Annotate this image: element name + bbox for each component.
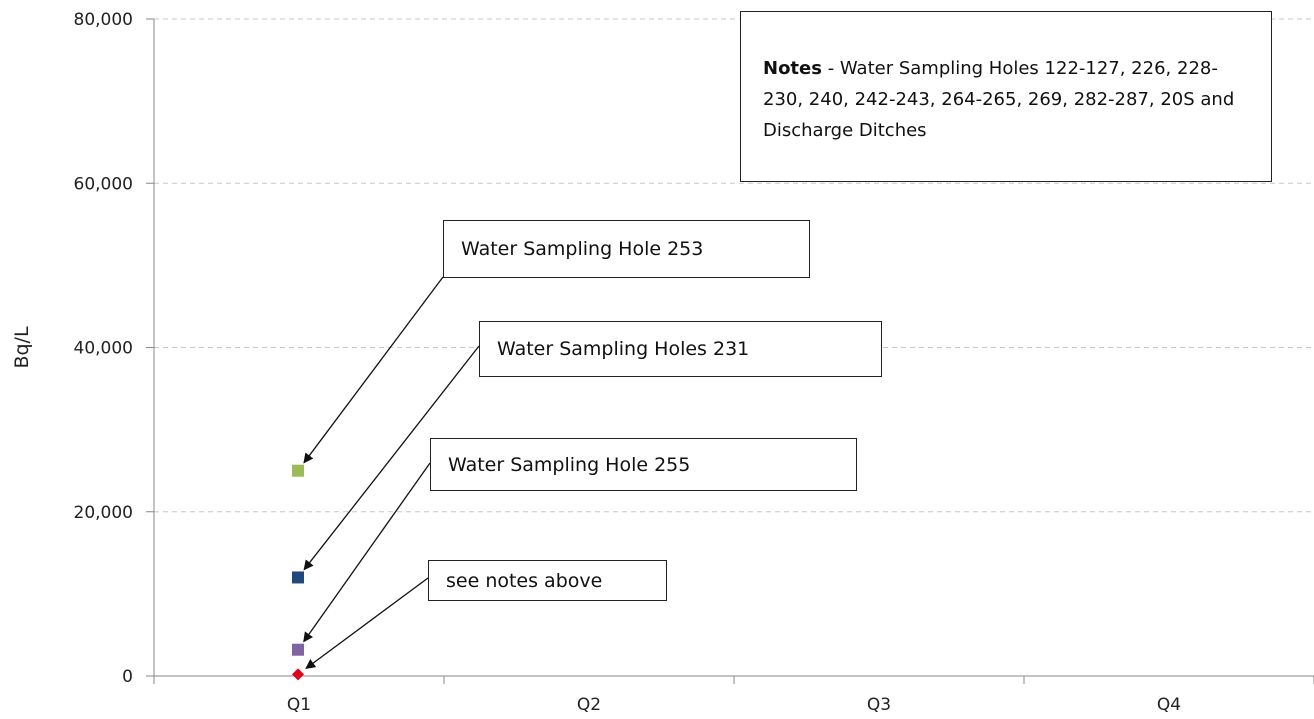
y-tick-label-2: 40,000 — [74, 339, 133, 359]
notes-heading: Notes — [763, 58, 822, 79]
callout-water-sampling-holes-231: Water Sampling Holes 231 — [479, 321, 882, 377]
y-tick-label-4: 80,000 — [74, 10, 133, 30]
callout-water-sampling-hole-253: Water Sampling Hole 253 — [443, 220, 810, 278]
arrow-0 — [303, 276, 444, 464]
point-water-sampling-hole-253 — [292, 464, 304, 477]
point-water-sampling-hole-255 — [292, 643, 304, 656]
arrow-3 — [305, 577, 429, 669]
tick-labels: 0 20,000 40,000 60,000 80,000 Q1 Q2 Q3 Q4 — [74, 10, 1182, 715]
callout-see-notes-above: see notes above — [428, 560, 667, 601]
axes — [146, 18, 1314, 684]
x-tick-label-q4: Q4 — [1157, 695, 1181, 715]
notes-text: - Water Sampling Holes 122-127, 226, 228… — [763, 58, 1235, 141]
y-tick-label-1: 20,000 — [74, 503, 133, 523]
callout-arrows — [303, 276, 480, 669]
x-tick-label-q1: Q1 — [287, 695, 311, 715]
data-points — [292, 464, 304, 681]
y-tick-label-3: 60,000 — [74, 174, 133, 194]
notes-box: Notes - Water Sampling Holes 122-127, 22… — [740, 11, 1272, 182]
x-tick-label-q3: Q3 — [867, 695, 891, 715]
x-tick-label-q2: Q2 — [577, 695, 601, 715]
y-tick-label-0: 0 — [122, 667, 133, 687]
callout-water-sampling-hole-255: Water Sampling Hole 255 — [430, 438, 857, 491]
arrow-1 — [303, 345, 480, 571]
y-axis-title: Bq/L — [11, 326, 33, 368]
point-see-notes-above — [292, 668, 304, 681]
arrow-2 — [303, 462, 431, 643]
point-water-sampling-holes-231 — [292, 571, 304, 584]
